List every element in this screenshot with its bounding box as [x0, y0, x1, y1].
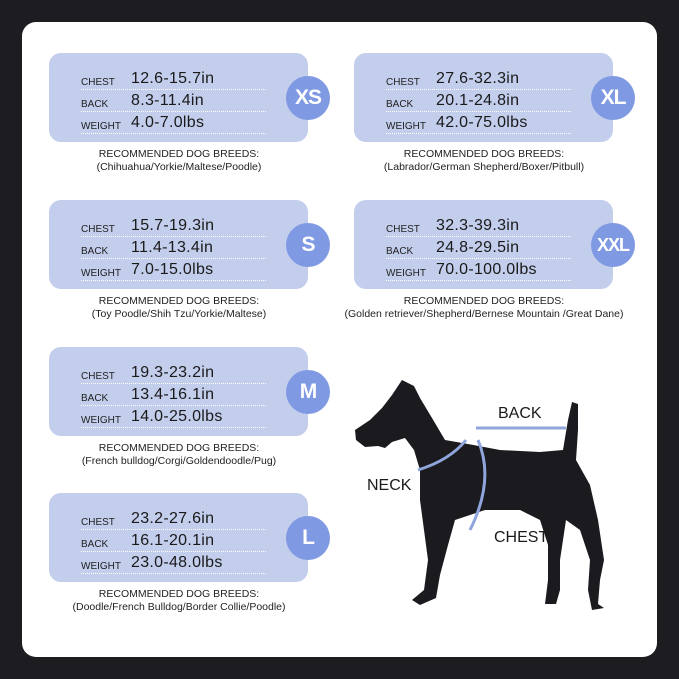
size-card-l: CHEST 23.2-27.6in BACK 16.1-20.1in WEIGHT 23.… — [49, 493, 330, 582]
chest-label: CHEST — [81, 224, 115, 235]
chest-label: CHEST — [494, 529, 549, 546]
back-label: BACK — [81, 246, 109, 257]
weight-label: WEIGHT — [386, 268, 426, 279]
size-card-xs: CHEST 12.6-15.7in BACK 8.3-11.4in WEIGHT 4.0-… — [49, 53, 330, 142]
chest-row: CHEST 32.3-39.3in — [386, 214, 571, 237]
recommended-breeds: RECOMMENDED DOG BREEDS: (Golden retriever… — [334, 295, 634, 321]
breeds-heading: RECOMMENDED DOG BREEDS: — [98, 588, 260, 600]
back-row: BACK 20.1-24.8in — [386, 89, 571, 112]
chest-label: CHEST — [81, 517, 115, 528]
breeds-heading: RECOMMENDED DOG BREEDS: — [98, 442, 260, 454]
recommended-breeds: RECOMMENDED DOG BREEDS: (Doodle/French Bu… — [29, 588, 329, 614]
back-row: BACK 16.1-20.1in — [81, 529, 266, 552]
neck-label: NECK — [367, 477, 412, 494]
back-label: BACK — [386, 99, 414, 110]
back-value: 8.3-11.4in — [131, 92, 204, 109]
chest-label: CHEST — [386, 224, 420, 235]
chest-row: CHEST 12.6-15.7in — [81, 67, 266, 90]
breeds-list: (Toy Poodle/Shih Tzu/Yorkie/Maltese) — [91, 308, 267, 320]
weight-value: 4.0-7.0lbs — [131, 114, 205, 131]
back-row: BACK 8.3-11.4in — [81, 89, 266, 112]
back-label: BACK — [81, 539, 109, 550]
size-badge: S — [286, 223, 330, 267]
breeds-list: (Chihuahua/Yorkie/Maltese/Poodle) — [96, 161, 262, 173]
breeds-list: (Doodle/French Bulldog/Border Collie/Poo… — [72, 601, 286, 613]
chest-row: CHEST 27.6-32.3in — [386, 67, 571, 90]
back-row: BACK 24.8-29.5in — [386, 236, 571, 259]
weight-row: WEIGHT 70.0-100.0lbs — [386, 258, 571, 281]
chest-row: CHEST 23.2-27.6in — [81, 507, 266, 530]
weight-label: WEIGHT — [81, 561, 121, 572]
size-badge: XS — [286, 76, 330, 120]
back-label: BACK — [81, 393, 109, 404]
chest-value: 23.2-27.6in — [131, 510, 215, 527]
dog-body — [355, 380, 604, 610]
breeds-list: (French bulldog/Corgi/Goldendoodle/Pug) — [81, 455, 277, 467]
breeds-list: (Labrador/German Shepherd/Boxer/Pitbull) — [383, 161, 585, 173]
weight-row: WEIGHT 23.0-48.0lbs — [81, 551, 266, 574]
back-value: 13.4-16.1in — [131, 386, 215, 403]
chest-label: CHEST — [386, 77, 420, 88]
size-badge: L — [286, 516, 330, 560]
weight-value: 7.0-15.0lbs — [131, 261, 214, 278]
chest-value: 12.6-15.7in — [131, 70, 215, 87]
breeds-heading: RECOMMENDED DOG BREEDS: — [403, 148, 565, 160]
size-card-xxl: CHEST 32.3-39.3in BACK 24.8-29.5in WEIGHT 70.… — [354, 200, 635, 289]
weight-row: WEIGHT 4.0-7.0lbs — [81, 111, 266, 134]
chest-label: CHEST — [81, 77, 115, 88]
weight-value: 23.0-48.0lbs — [131, 554, 223, 571]
back-row: BACK 11.4-13.4in — [81, 236, 266, 259]
weight-label: WEIGHT — [81, 121, 121, 132]
chest-row: CHEST 15.7-19.3in — [81, 214, 266, 237]
breeds-heading: RECOMMENDED DOG BREEDS: — [98, 148, 260, 160]
chest-measure-line — [468, 439, 487, 531]
breeds-heading: RECOMMENDED DOG BREEDS: — [98, 295, 260, 307]
weight-row: WEIGHT 7.0-15.0lbs — [81, 258, 266, 281]
back-label: BACK — [386, 246, 414, 257]
chest-value: 27.6-32.3in — [436, 70, 520, 87]
recommended-breeds: RECOMMENDED DOG BREEDS: (Toy Poodle/Shih … — [29, 295, 329, 321]
back-value: 11.4-13.4in — [131, 239, 214, 256]
size-card-s: CHEST 15.7-19.3in BACK 11.4-13.4in WEIGHT 7.0… — [49, 200, 330, 289]
chest-value: 15.7-19.3in — [131, 217, 215, 234]
recommended-breeds: RECOMMENDED DOG BREEDS: (Labrador/German … — [334, 148, 634, 174]
weight-label: WEIGHT — [81, 415, 121, 426]
back-row: BACK 13.4-16.1in — [81, 383, 266, 406]
size-badge: XXL — [591, 223, 635, 267]
back-value: 20.1-24.8in — [436, 92, 520, 109]
size-badge: M — [286, 370, 330, 414]
weight-row: WEIGHT 42.0-75.0lbs — [386, 111, 571, 134]
chest-value: 19.3-23.2in — [131, 364, 215, 381]
size-badge: XL — [591, 76, 635, 120]
weight-value: 42.0-75.0lbs — [436, 114, 528, 131]
recommended-breeds: RECOMMENDED DOG BREEDS: (Chihuahua/Yorkie… — [29, 148, 329, 174]
breeds-heading: RECOMMENDED DOG BREEDS: — [403, 295, 565, 307]
neck-measure-line — [417, 439, 468, 472]
weight-row: WEIGHT 14.0-25.0lbs — [81, 405, 266, 428]
back-label: BACK — [498, 405, 542, 422]
back-value: 24.8-29.5in — [436, 239, 520, 256]
chest-label: CHEST — [81, 371, 115, 382]
weight-value: 70.0-100.0lbs — [436, 261, 537, 278]
recommended-breeds: RECOMMENDED DOG BREEDS: (French bulldog/C… — [29, 442, 329, 468]
weight-label: WEIGHT — [386, 121, 426, 132]
weight-value: 14.0-25.0lbs — [131, 408, 223, 425]
back-value: 16.1-20.1in — [131, 532, 215, 549]
chest-value: 32.3-39.3in — [436, 217, 520, 234]
breeds-list: (Golden retriever/Shepherd/Bernese Mount… — [344, 308, 624, 320]
size-card-xl: CHEST 27.6-32.3in BACK 20.1-24.8in WEIGHT 42.… — [354, 53, 635, 142]
chest-row: CHEST 19.3-23.2in — [81, 361, 266, 384]
weight-label: WEIGHT — [81, 268, 121, 279]
back-label: BACK — [81, 99, 109, 110]
size-card-m: CHEST 19.3-23.2in BACK 13.4-16.1in WEIGHT 14.… — [49, 347, 330, 436]
